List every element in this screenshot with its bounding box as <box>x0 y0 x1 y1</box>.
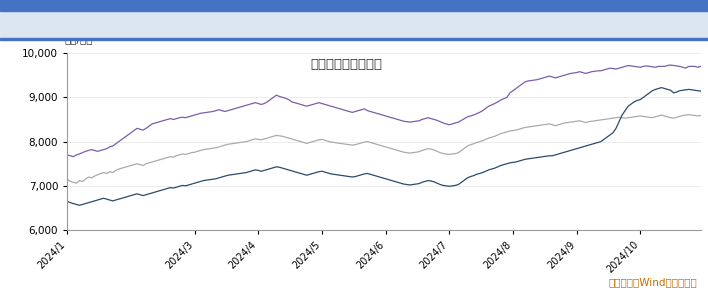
豆油2501 <box>633 115 641 118</box>
菜籽油2501 <box>72 153 81 157</box>
豆油2501 <box>200 148 208 151</box>
菜籽油2501 <box>597 69 605 73</box>
Text: 油脂主力合约收盘价: 油脂主力合约收盘价 <box>310 58 382 71</box>
Text: 图表1  2024年10月油脂主力走势: 图表1 2024年10月油脂主力走势 <box>9 18 154 31</box>
棕榈油2501 <box>697 89 705 93</box>
棕榈油2501 <box>657 86 666 89</box>
豆油2501 <box>697 114 705 117</box>
菜籽油2501 <box>382 114 390 118</box>
Text: 数据来源：Wind、国元期货: 数据来源：Wind、国元期货 <box>609 277 697 287</box>
菜籽油2501 <box>200 111 208 115</box>
菜籽油2501 <box>69 155 78 158</box>
棕榈油2501 <box>200 179 208 182</box>
棕榈油2501 <box>382 177 390 181</box>
豆油2501 <box>366 141 375 144</box>
菜籽油2501 <box>366 110 375 113</box>
豆油2501 <box>63 178 72 181</box>
菜籽油2501 <box>666 63 675 67</box>
棕榈油2501 <box>75 204 84 207</box>
棕榈油2501 <box>633 99 641 102</box>
豆油2501 <box>382 145 390 149</box>
棕榈油2501 <box>366 173 375 176</box>
Line: 菜籽油2501: 菜籽油2501 <box>67 65 701 157</box>
棕榈油2501 <box>63 200 72 203</box>
菜籽油2501 <box>633 65 641 69</box>
棕榈油2501 <box>597 140 605 143</box>
Line: 豆油2501: 豆油2501 <box>67 115 701 183</box>
豆油2501 <box>597 118 605 122</box>
豆油2501 <box>685 113 693 117</box>
菜籽油2501 <box>63 153 72 157</box>
Text: （元/吨）: （元/吨） <box>64 34 93 44</box>
豆油2501 <box>72 181 81 185</box>
豆油2501 <box>69 181 78 184</box>
Line: 棕榈油2501: 棕榈油2501 <box>67 88 701 205</box>
菜籽油2501 <box>697 65 705 68</box>
棕榈油2501 <box>69 202 78 205</box>
